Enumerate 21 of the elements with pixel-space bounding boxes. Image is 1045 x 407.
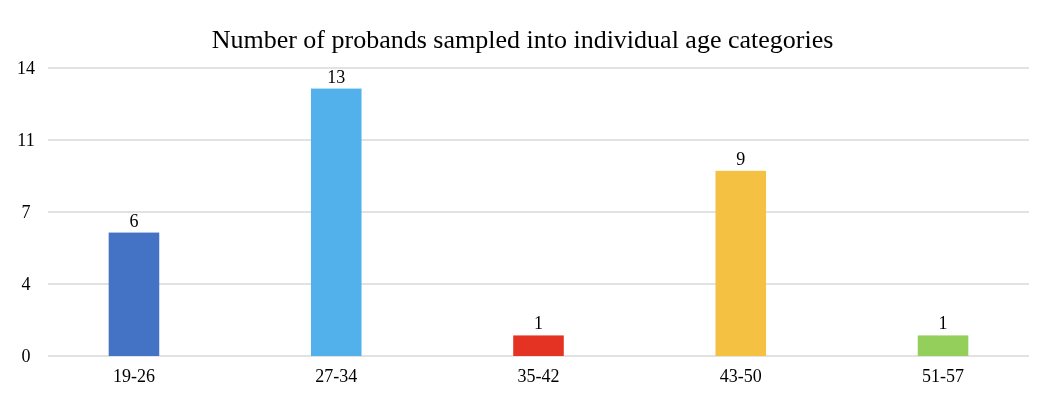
data-label: 1 — [938, 313, 948, 334]
y-tick-label: 11 — [17, 130, 35, 151]
x-tick-label: 51-57 — [922, 366, 965, 386]
data-label: 9 — [736, 148, 746, 169]
data-label: 13 — [327, 66, 346, 87]
y-tick-label: 14 — [17, 58, 35, 79]
y-tick-label: 4 — [21, 274, 31, 295]
y-tick-label: 0 — [21, 346, 31, 367]
chart-title: Number of probands sampled into individual age categories — [211, 25, 834, 54]
bar — [513, 335, 564, 356]
x-tick-label: 35-42 — [517, 366, 560, 386]
y-tick-label: 7 — [21, 202, 31, 223]
data-label: 6 — [129, 210, 139, 231]
bar — [108, 232, 160, 356]
x-tick-label: 27-34 — [315, 366, 358, 386]
data-label: 1 — [534, 313, 543, 334]
x-tick-label: 43-50 — [719, 366, 762, 386]
bar — [917, 335, 969, 356]
bar — [310, 88, 362, 356]
bar — [715, 170, 767, 356]
x-tick-label: 19-26 — [112, 366, 155, 386]
